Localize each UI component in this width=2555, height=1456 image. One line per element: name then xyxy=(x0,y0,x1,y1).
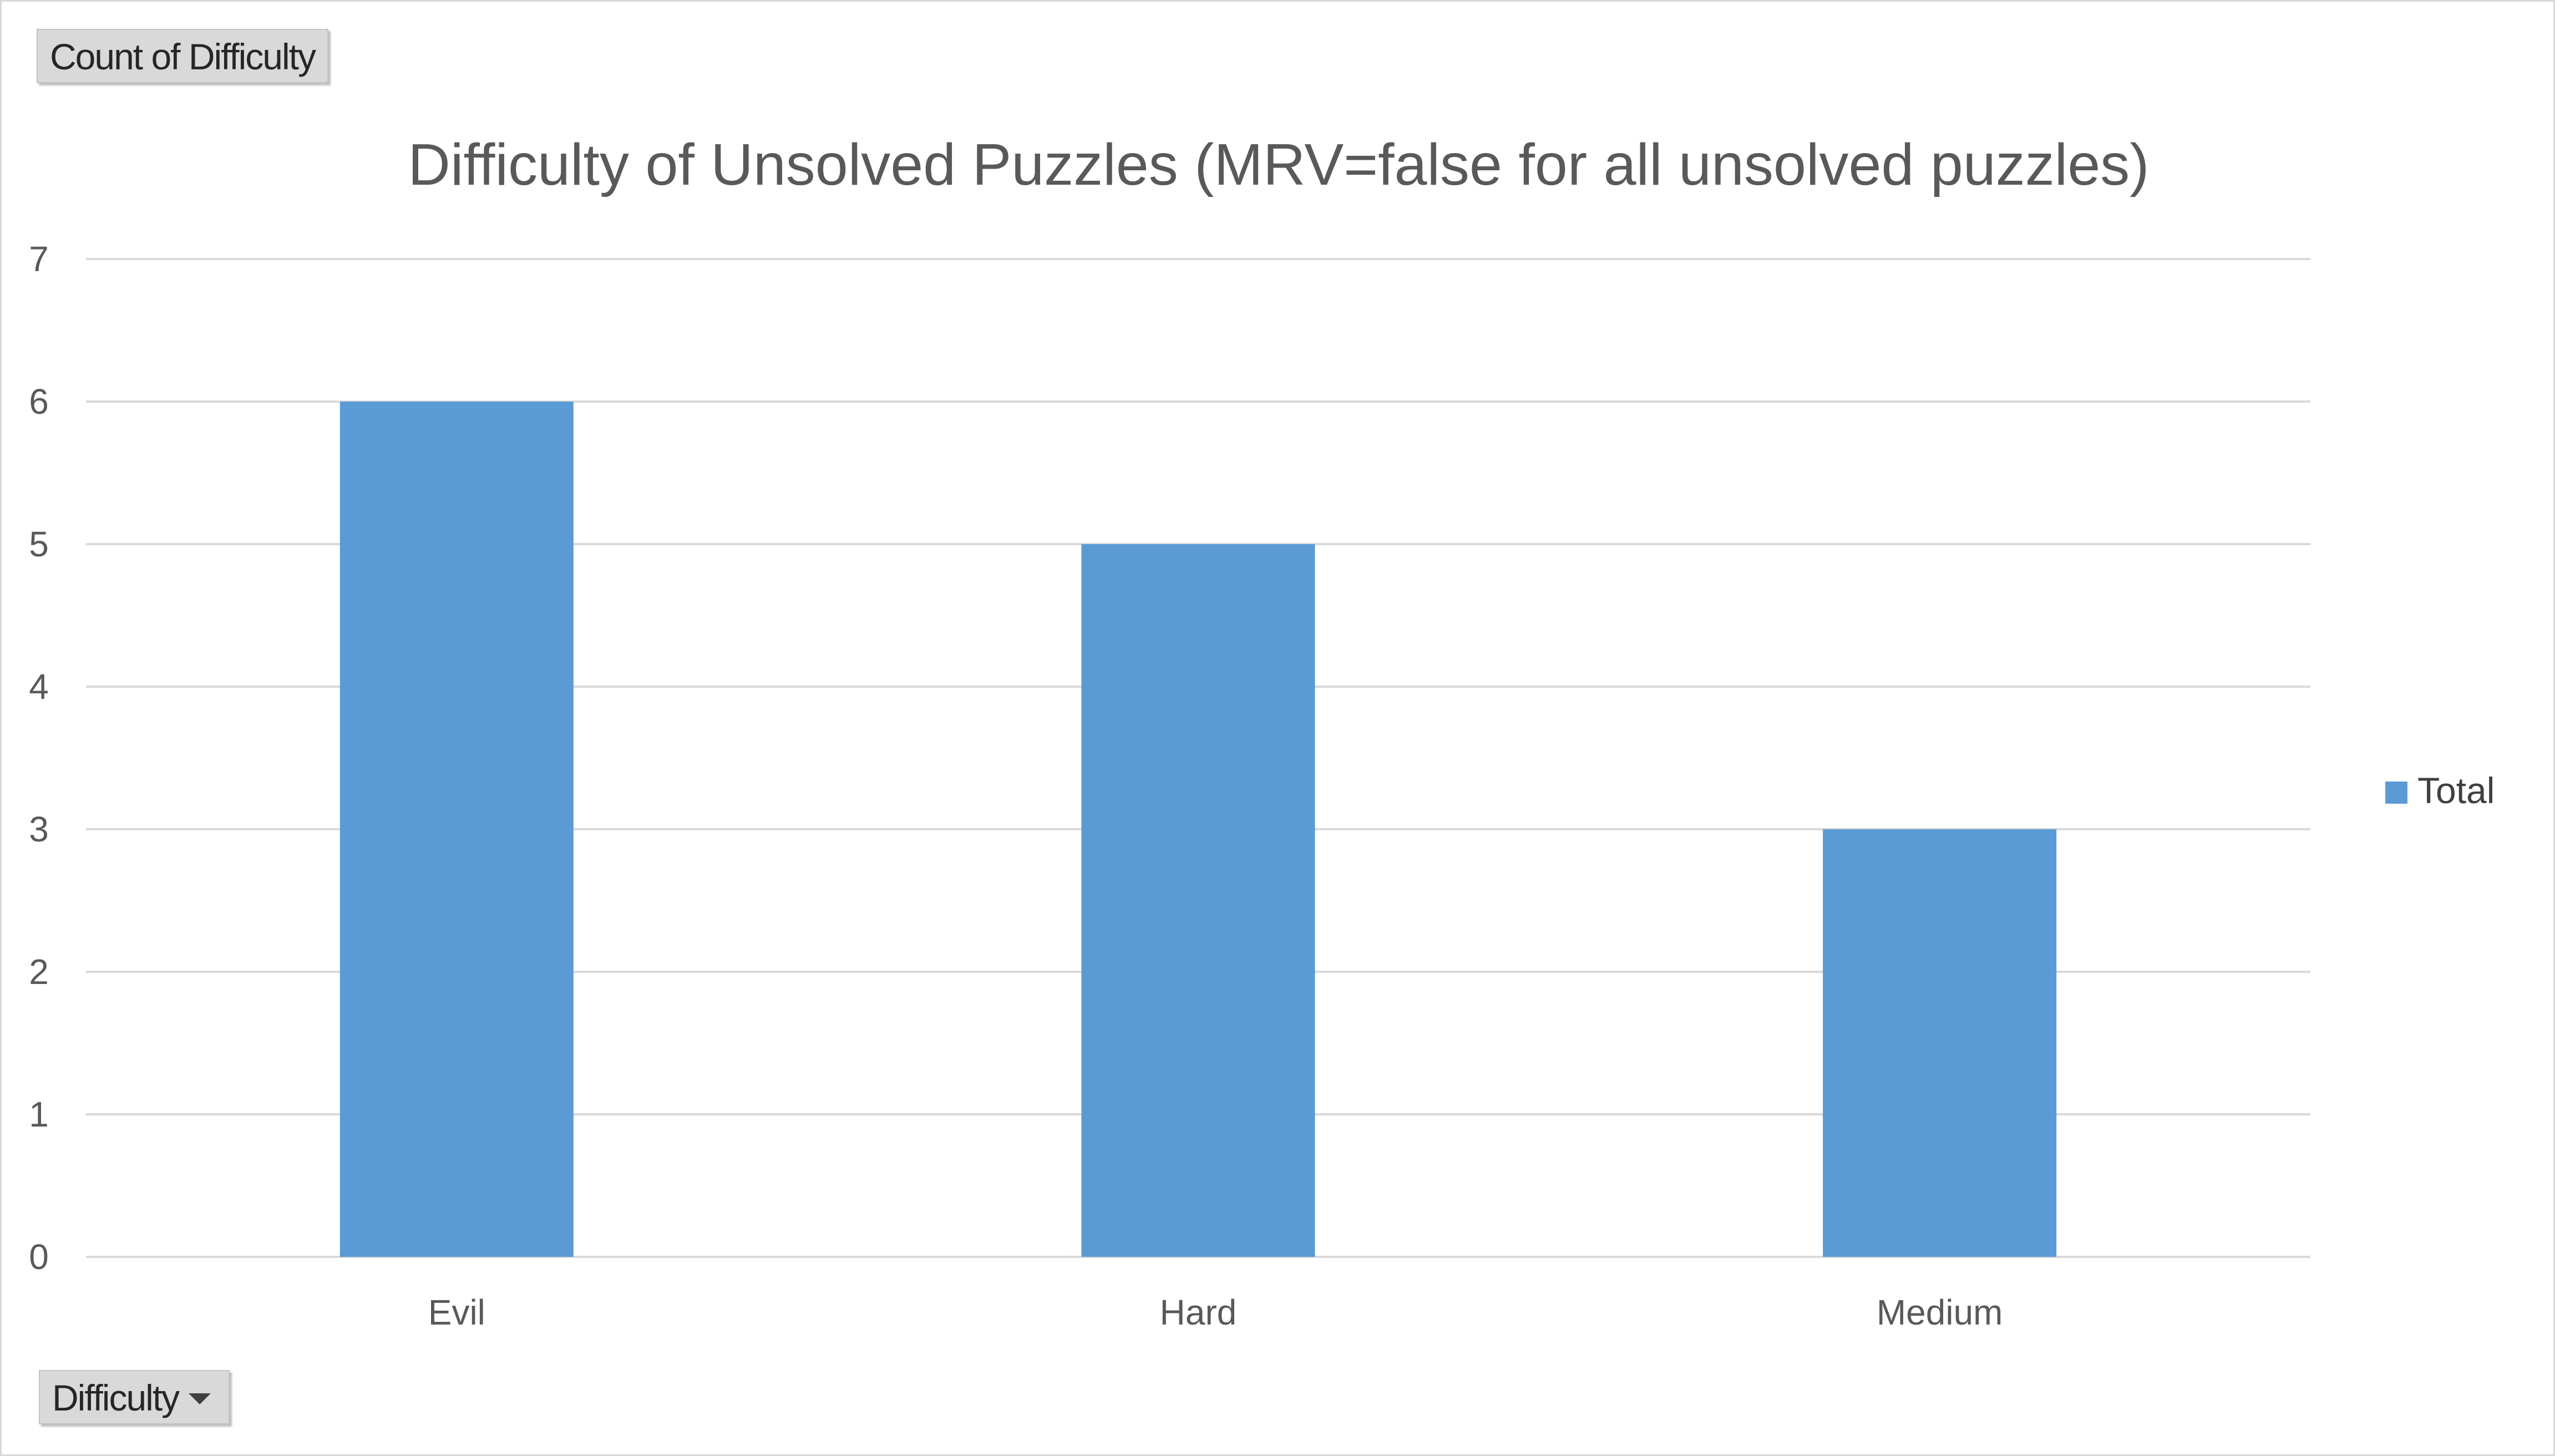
x-axis-tick-labels: Evil Hard Medium xyxy=(428,1292,2003,1332)
y-tick-label: 1 xyxy=(29,1094,49,1134)
y-tick-label: 6 xyxy=(29,382,49,422)
legend: Total xyxy=(2385,770,2495,811)
bar-evil xyxy=(339,402,574,1257)
axis-field-button[interactable]: Difficulty xyxy=(39,1370,230,1424)
value-field-button[interactable]: Count of Difficulty xyxy=(37,29,329,83)
x-tick-label-hard: Hard xyxy=(1160,1292,1237,1332)
y-tick-label: 4 xyxy=(29,667,49,707)
y-axis-tick-labels: 0 1 2 3 4 5 6 7 xyxy=(29,239,49,1277)
axis-field-label: Difficulty xyxy=(52,1377,180,1418)
y-tick-label: 5 xyxy=(29,524,49,564)
y-tick-label: 2 xyxy=(29,952,49,992)
y-tick-label: 3 xyxy=(29,809,49,849)
x-tick-label-medium: Medium xyxy=(1877,1292,2003,1332)
dropdown-arrow-icon[interactable] xyxy=(189,1393,211,1404)
bar-hard xyxy=(1081,544,1315,1257)
legend-label-total: Total xyxy=(2417,770,2495,811)
legend-swatch-total xyxy=(2385,782,2407,804)
chart-title: Difficulty of Unsolved Puzzles (MRV=fals… xyxy=(408,132,2149,197)
y-tick-label: 0 xyxy=(29,1237,49,1277)
bars xyxy=(339,402,2057,1257)
bar-medium xyxy=(1823,829,2057,1257)
y-tick-label: 7 xyxy=(29,239,49,279)
x-tick-label-evil: Evil xyxy=(428,1292,485,1332)
